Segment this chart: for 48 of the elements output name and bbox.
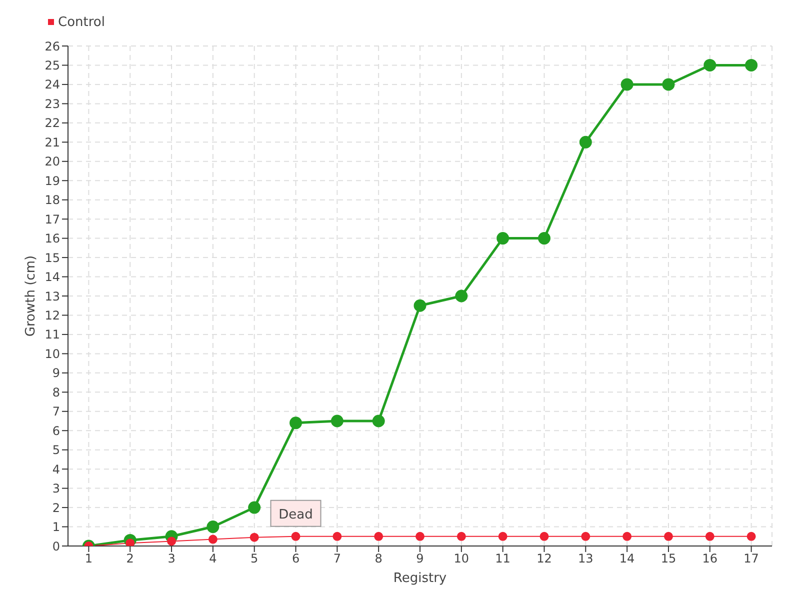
y-tick-label: 2 — [52, 500, 60, 515]
x-tick-label: 9 — [416, 552, 424, 566]
y-tick-label: 13 — [44, 289, 60, 304]
y-tick-label: 16 — [44, 232, 60, 246]
y-tick-label: 8 — [52, 385, 60, 400]
legend-label: Control — [57, 14, 105, 32]
x-tick-label: 15 — [660, 552, 676, 566]
y-tick-label: 26 — [44, 39, 60, 54]
y-tick-label: 4 — [52, 462, 60, 476]
y-tick-label: 19 — [44, 174, 60, 188]
x-tick-label: 17 — [744, 552, 759, 566]
y-tick-label: 3 — [52, 482, 60, 496]
x-tick-label: 5 — [250, 552, 258, 566]
x-tick-label: 14 — [619, 552, 635, 566]
x-tick-label: 10 — [454, 552, 470, 566]
x-tick-label: 7 — [333, 552, 341, 566]
y-tick-label: 20 — [44, 154, 60, 169]
y-tick-label: 7 — [52, 404, 60, 419]
x-axis-title: Registry — [393, 571, 447, 586]
y-tick-label: 9 — [52, 366, 60, 380]
y-tick-label: 21 — [44, 135, 60, 150]
y-tick-label: 1 — [52, 520, 60, 534]
x-tick-label: 13 — [578, 552, 594, 566]
x-tick-label: 1 — [84, 552, 93, 566]
annotation: Dead — [278, 507, 313, 522]
y-tick-label: 25 — [44, 58, 60, 72]
x-tick-label: 4 — [209, 552, 217, 566]
y-axis-title: Growth (cm) — [24, 255, 39, 337]
y-tick-label: 18 — [44, 193, 60, 208]
y-tick-label: 22 — [44, 116, 60, 130]
x-tick-label: 6 — [292, 552, 300, 566]
x-tick-label: 2 — [126, 552, 134, 566]
y-tick-label: 24 — [44, 78, 60, 92]
y-tick-label: 12 — [44, 308, 60, 322]
x-tick-label: 8 — [374, 552, 382, 566]
y-tick-label: 11 — [44, 328, 60, 342]
x-tick-label: 11 — [495, 552, 510, 566]
x-tick-label: 12 — [536, 552, 552, 566]
y-tick-label: 5 — [52, 443, 60, 458]
y-tick-label: 6 — [52, 424, 60, 438]
y-tick-label: 0 — [52, 539, 60, 554]
x-tick-label: 16 — [702, 552, 718, 566]
y-tick-label: 10 — [44, 346, 60, 361]
y-tick-label: 17 — [44, 212, 60, 226]
y-tick-label: 23 — [44, 96, 60, 111]
y-tick-label: 15 — [44, 250, 60, 265]
x-tick-label: 3 — [168, 552, 176, 566]
y-tick-label: 14 — [44, 270, 60, 284]
